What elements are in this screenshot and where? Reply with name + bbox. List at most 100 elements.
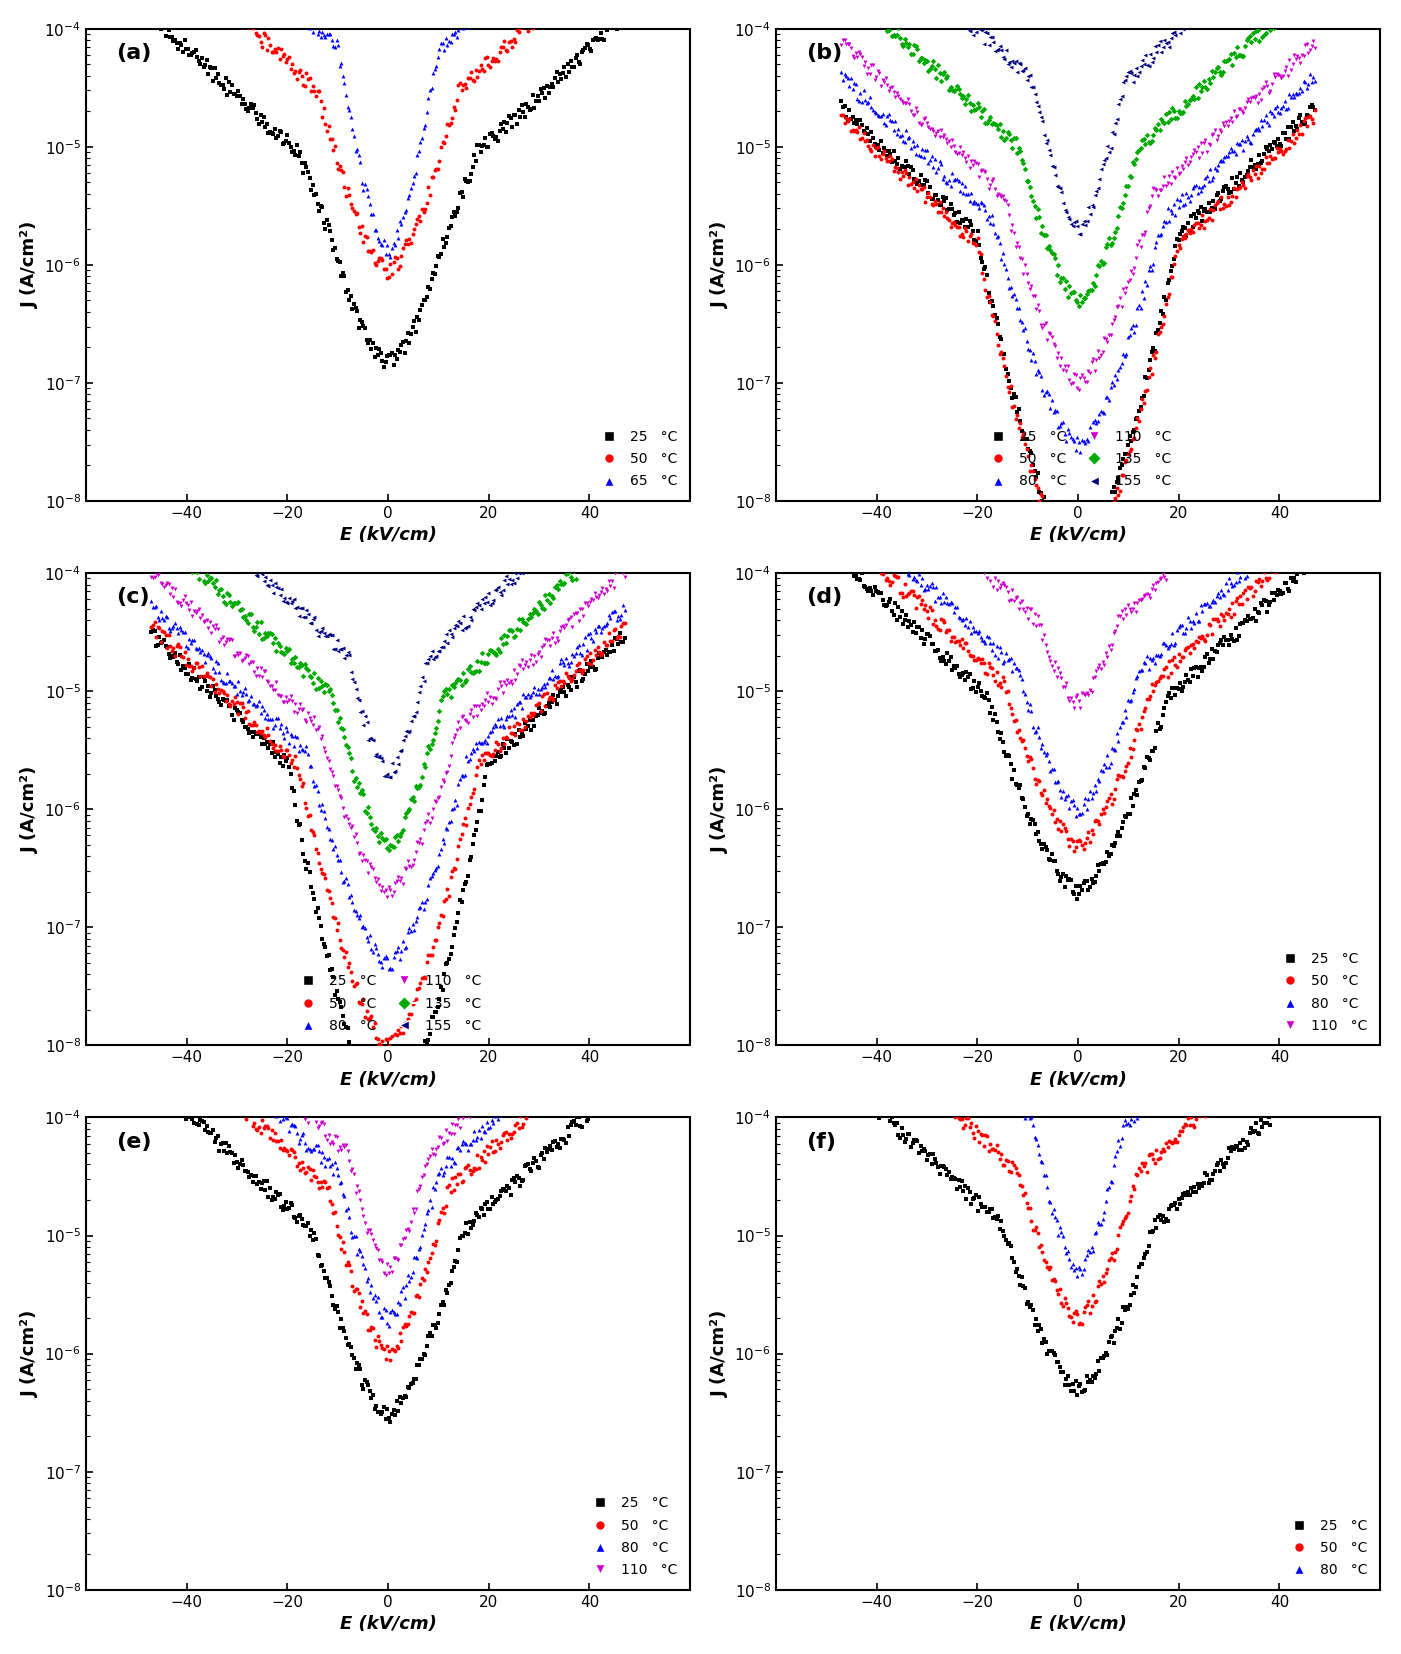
- Point: [608, 624, 630, 650]
- Point: [1121, 736, 1143, 762]
- Point: [881, 974, 904, 1001]
- Point: [523, 1092, 545, 1118]
- Point: [406, 1059, 429, 1085]
- Point: [174, 1021, 196, 1047]
- Point: [433, 1159, 455, 1186]
- Point: [1114, 440, 1136, 466]
- Point: [184, 655, 206, 681]
- Point: [453, 1105, 475, 1131]
- Point: [1033, 1161, 1055, 1188]
- Point: [1142, 175, 1164, 202]
- Point: [843, 1080, 866, 1107]
- Point: [188, 48, 210, 74]
- Point: [352, 986, 374, 1012]
- Point: [534, 539, 556, 566]
- Point: [485, 1073, 507, 1100]
- Point: [497, 566, 520, 592]
- Point: [364, 815, 387, 842]
- Point: [447, 708, 469, 734]
- Point: [542, 665, 565, 691]
- Point: [874, 973, 897, 999]
- Point: [957, 83, 979, 109]
- Point: [220, 668, 242, 695]
- Point: [419, 865, 441, 892]
- Point: [1027, 715, 1049, 741]
- Point: [1047, 414, 1069, 440]
- Point: [504, 1111, 527, 1138]
- Point: [1121, 1272, 1143, 1298]
- Point: [224, 590, 247, 617]
- Point: [374, 1108, 396, 1135]
- Point: [170, 987, 192, 1014]
- Point: [221, 71, 244, 98]
- Point: [412, 1216, 434, 1242]
- Point: [1296, 112, 1318, 139]
- Point: [863, 956, 885, 982]
- Point: [387, 863, 409, 890]
- Point: [360, 1313, 382, 1340]
- Point: [1076, 547, 1098, 574]
- Point: [838, 1006, 860, 1032]
- Point: [888, 1125, 911, 1151]
- Point: [846, 119, 869, 146]
- Point: [958, 1055, 981, 1082]
- Point: [321, 1191, 343, 1217]
- Point: [1019, 810, 1041, 837]
- Point: [1135, 377, 1157, 404]
- Point: [199, 1120, 221, 1146]
- Point: [1296, 31, 1318, 58]
- Point: [974, 685, 996, 711]
- Point: [835, 931, 857, 958]
- Point: [1055, 428, 1077, 455]
- Point: [1252, 141, 1275, 167]
- Point: [433, 233, 455, 260]
- Point: [482, 1110, 504, 1136]
- Point: [1276, 63, 1299, 89]
- Point: [934, 1035, 957, 1062]
- Point: [282, 0, 304, 12]
- Point: [969, 245, 992, 271]
- Point: [1206, 1027, 1229, 1054]
- Point: [1286, 951, 1309, 978]
- Point: [591, 979, 614, 1006]
- Point: [1096, 643, 1118, 670]
- Point: [1017, 435, 1040, 461]
- Point: [944, 1030, 967, 1057]
- Point: [1173, 543, 1195, 569]
- Point: [867, 546, 890, 572]
- Point: [454, 13, 476, 40]
- Point: [251, 663, 273, 690]
- Point: [1250, 88, 1272, 114]
- Point: [429, 986, 451, 1012]
- Point: [918, 149, 940, 175]
- Point: [287, 1150, 310, 1176]
- Point: [1124, 1107, 1146, 1133]
- Point: [440, 1179, 462, 1206]
- Point: [455, 743, 478, 769]
- Point: [598, 620, 621, 647]
- Point: [444, 203, 467, 230]
- Point: [982, 210, 1005, 237]
- Point: [1201, 122, 1223, 149]
- Point: [552, 673, 574, 700]
- Point: [1234, 607, 1257, 633]
- Point: [972, 685, 995, 711]
- Point: [399, 1209, 422, 1236]
- Point: [235, 543, 258, 569]
- Point: [1286, 528, 1309, 554]
- Point: [1259, 1111, 1282, 1138]
- Point: [1054, 276, 1076, 303]
- Point: [345, 137, 367, 164]
- Point: [352, 228, 374, 255]
- Point: [469, 729, 492, 756]
- Point: [149, 607, 171, 633]
- Point: [864, 577, 887, 604]
- Point: [919, 572, 941, 599]
- Point: [429, 698, 451, 724]
- Point: [916, 48, 939, 74]
- Point: [1103, 786, 1125, 812]
- Point: [338, 1252, 360, 1279]
- Point: [998, 50, 1020, 76]
- Point: [213, 533, 235, 559]
- Point: [587, 586, 609, 612]
